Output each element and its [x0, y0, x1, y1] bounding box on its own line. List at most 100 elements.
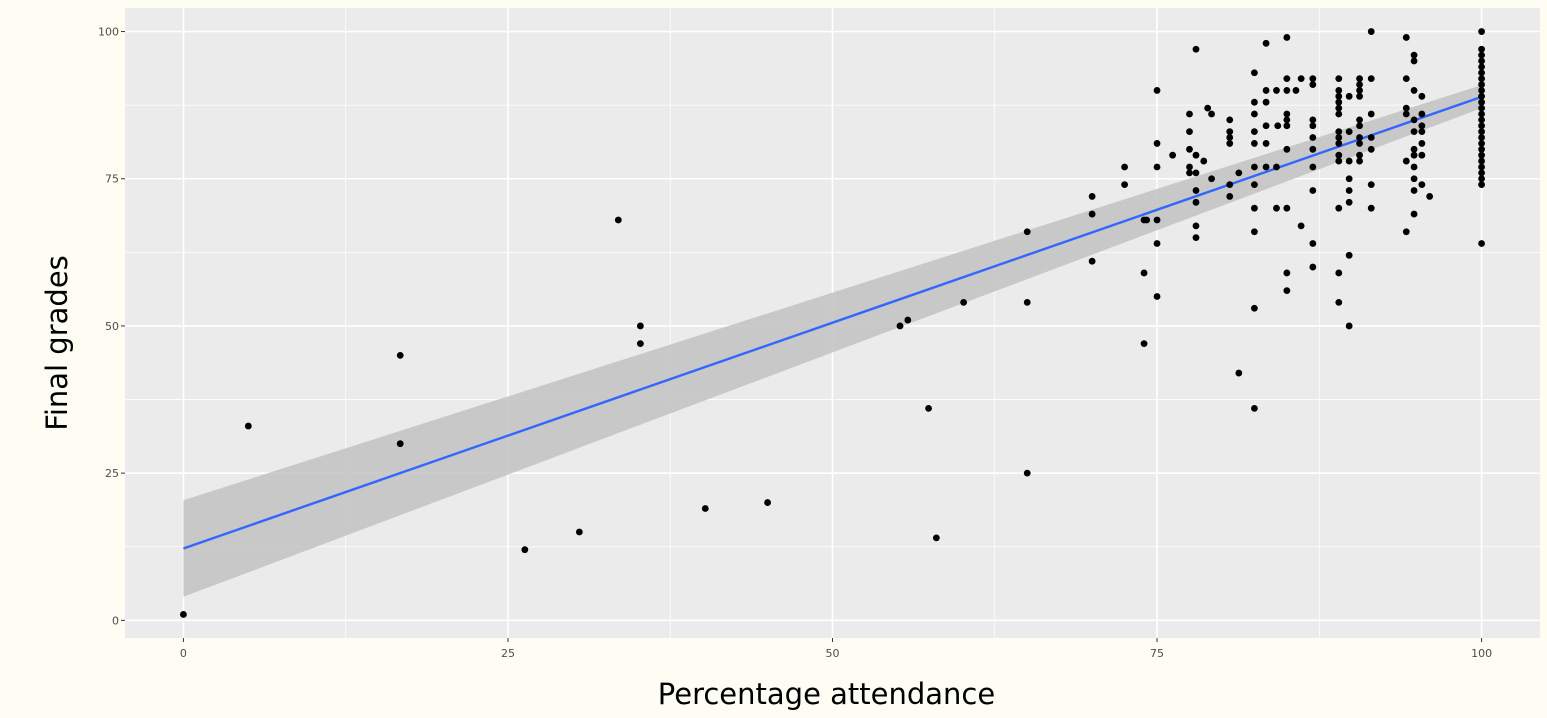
data-point: [1478, 151, 1485, 159]
data-point: [1418, 128, 1426, 136]
data-point: [1283, 145, 1291, 153]
data-point: [1297, 75, 1305, 83]
data-point: [1478, 51, 1485, 59]
data-point: [614, 216, 622, 224]
data-point: [1356, 157, 1363, 165]
data-point: [1478, 169, 1485, 177]
data-point: [1356, 134, 1363, 141]
confidence-band: [183, 85, 1482, 597]
data-point: [1410, 145, 1418, 153]
data-point: [1478, 181, 1485, 189]
data-point: [1410, 87, 1418, 94]
data-point: [1335, 98, 1343, 106]
data-point: [1226, 134, 1234, 141]
regression-line: [183, 95, 1482, 550]
data-point: [960, 298, 968, 306]
data-point: [1478, 63, 1485, 71]
data-point: [1226, 140, 1234, 147]
data-points: [180, 28, 1485, 618]
data-point: [1478, 175, 1485, 183]
data-point: [1273, 87, 1280, 94]
data-point: [1153, 293, 1161, 300]
data-point: [1262, 122, 1270, 130]
data-point: [1356, 116, 1363, 124]
data-point: [1335, 151, 1343, 159]
data-point: [1356, 140, 1363, 147]
y-tick-label: 50: [105, 320, 119, 333]
data-point: [1121, 163, 1128, 171]
data-point: [1140, 340, 1148, 348]
y-axis-title: Final grades: [40, 255, 74, 431]
data-point: [1309, 187, 1317, 194]
data-point: [1345, 322, 1353, 330]
data-point: [1023, 298, 1031, 306]
y-tick-label: 0: [112, 614, 119, 627]
data-point: [1204, 104, 1212, 112]
data-point: [1192, 169, 1200, 177]
data-point: [1309, 263, 1317, 271]
data-point: [1367, 110, 1375, 118]
data-point: [1478, 128, 1485, 136]
data-point: [1023, 228, 1031, 236]
data-point: [1251, 69, 1258, 77]
data-point: [1283, 87, 1291, 94]
data-point: [1335, 204, 1343, 212]
data-point: [1262, 87, 1270, 94]
data-point: [1410, 57, 1418, 65]
data-point: [1186, 169, 1193, 177]
data-point: [1402, 228, 1410, 236]
data-point: [1418, 110, 1426, 118]
data-point: [1143, 216, 1151, 224]
data-point: [701, 505, 709, 512]
data-point: [1226, 193, 1234, 200]
x-tick-label: 25: [501, 647, 515, 660]
data-point: [1335, 128, 1343, 136]
data-point: [1192, 198, 1200, 206]
data-point: [1402, 34, 1410, 41]
data-point: [1283, 34, 1291, 41]
data-point: [1410, 210, 1418, 218]
data-point: [1345, 92, 1353, 100]
data-point: [1169, 151, 1177, 159]
y-tick-label: 25: [105, 467, 119, 480]
data-point: [1335, 269, 1343, 277]
data-point: [1088, 193, 1096, 200]
data-point: [1418, 151, 1426, 159]
data-point: [904, 316, 912, 324]
data-point: [1283, 116, 1291, 124]
data-point: [1345, 198, 1353, 206]
data-point: [1345, 187, 1353, 194]
data-point: [1418, 122, 1426, 130]
data-point: [1140, 269, 1148, 277]
data-point: [1192, 45, 1200, 53]
data-point: [1309, 116, 1317, 124]
data-point: [1478, 134, 1485, 141]
data-point: [1208, 110, 1215, 118]
data-point: [1262, 163, 1270, 171]
data-point: [1309, 163, 1317, 171]
data-point: [575, 528, 583, 536]
data-point: [1226, 116, 1234, 124]
x-tick-label: 100: [1471, 647, 1492, 660]
data-point: [1262, 39, 1270, 47]
data-point: [1410, 151, 1418, 159]
data-point: [1153, 87, 1161, 94]
data-point: [1226, 181, 1234, 189]
data-point: [1356, 92, 1363, 100]
data-point: [244, 422, 252, 430]
data-point: [1192, 234, 1200, 242]
x-tick-label: 50: [826, 647, 840, 660]
data-point: [1186, 163, 1193, 171]
data-point: [1153, 140, 1161, 147]
data-point: [925, 404, 932, 412]
data-point: [1410, 187, 1418, 194]
data-point: [1345, 128, 1353, 136]
data-point: [1309, 145, 1317, 153]
data-point: [1478, 157, 1485, 165]
y-tick-label: 100: [98, 26, 119, 39]
data-point: [1251, 98, 1258, 106]
data-point: [1478, 81, 1485, 88]
data-point: [1192, 151, 1200, 159]
data-point: [1251, 304, 1258, 312]
data-point: [1309, 75, 1317, 83]
